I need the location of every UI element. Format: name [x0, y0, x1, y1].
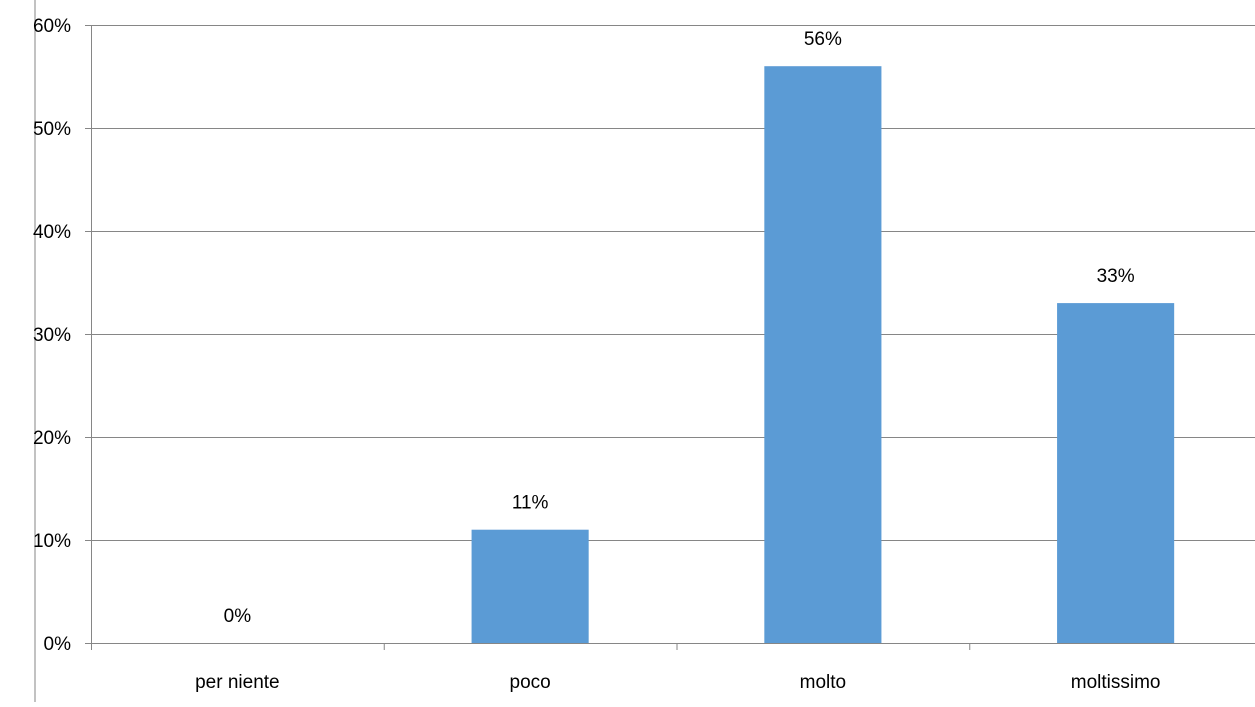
bar-3	[1057, 303, 1175, 643]
y-tick-label-20: 20%	[33, 428, 71, 449]
y-tick-label-50: 50%	[33, 119, 71, 140]
x-category-label-2: molto	[800, 672, 846, 693]
y-tick-label-30: 30%	[33, 325, 71, 346]
x-category-label-1: poco	[510, 672, 551, 693]
data-label-2: 56%	[804, 29, 842, 50]
y-tick-label-40: 40%	[33, 222, 71, 243]
bar-2	[764, 66, 882, 643]
y-tick-label-0: 0%	[44, 634, 72, 655]
labels: 0% 10% 20% 30% 40% 50% 60% per niente 0% poco 11% m…	[33, 16, 1161, 693]
y-tick-label-10: 10%	[33, 531, 71, 552]
gridlines	[91, 25, 1255, 541]
x-category-label-0: per niente	[195, 672, 280, 693]
y-tick-label-60: 60%	[33, 16, 71, 37]
data-label-1: 11%	[512, 493, 549, 514]
axes	[85, 25, 1255, 650]
bars	[471, 66, 1175, 643]
bar-1	[471, 529, 589, 643]
data-label-3: 33%	[1097, 266, 1135, 287]
x-category-label-3: moltissimo	[1071, 672, 1161, 693]
data-label-0: 0%	[224, 606, 252, 627]
